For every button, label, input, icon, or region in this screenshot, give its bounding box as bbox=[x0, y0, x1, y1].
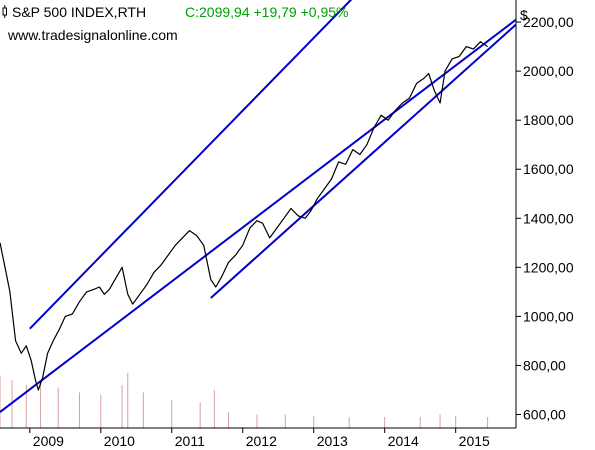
price-tick-label: 1200,00 bbox=[523, 259, 574, 275]
price-tick-label: 1000,00 bbox=[523, 308, 574, 324]
watermark-url: www.tradesignalonline.com bbox=[7, 27, 178, 43]
price-tick-label: 2000,00 bbox=[523, 63, 574, 79]
trend-channel-layer bbox=[0, 0, 516, 413]
price-layer bbox=[0, 41, 488, 391]
chart-symbol: S&P 500 INDEX,RTH bbox=[12, 4, 146, 20]
year-tick-label: 2010 bbox=[104, 433, 135, 449]
volume-layer bbox=[0, 372, 489, 428]
currency-symbol: $ bbox=[520, 7, 528, 23]
year-tick-label: 2015 bbox=[459, 433, 490, 449]
price-tick-label: 1600,00 bbox=[523, 161, 574, 177]
price-tick-label: 1400,00 bbox=[523, 210, 574, 226]
year-tick-label: 2014 bbox=[388, 433, 419, 449]
price-change: C:2099,94 +19,79 +0,95% bbox=[185, 4, 348, 20]
price-tick-label: 1800,00 bbox=[523, 112, 574, 128]
year-tick-label: 2012 bbox=[246, 433, 277, 449]
price-tick-label: 600,00 bbox=[523, 407, 566, 423]
year-tick-label: 2009 bbox=[33, 433, 64, 449]
price-axis: 600,00 800,00 1000,00 1200,00 1400,00 1600,00… bbox=[516, 14, 574, 423]
trend-channel-line-1 bbox=[0, 18, 516, 413]
trend-channel-line-3 bbox=[29, 0, 353, 330]
price-tick-label: 800,00 bbox=[523, 357, 566, 373]
price-tick-label: 2200,00 bbox=[523, 14, 574, 30]
time-axis: 2009 2010 2011 2012 2013 2014 2015 bbox=[29, 428, 490, 449]
trend-channel-line-2 bbox=[210, 23, 516, 299]
year-tick-label: 2011 bbox=[175, 433, 205, 449]
year-tick-label: 2013 bbox=[317, 433, 348, 449]
price-series-line bbox=[0, 41, 488, 391]
header-box-icon bbox=[2, 5, 7, 18]
